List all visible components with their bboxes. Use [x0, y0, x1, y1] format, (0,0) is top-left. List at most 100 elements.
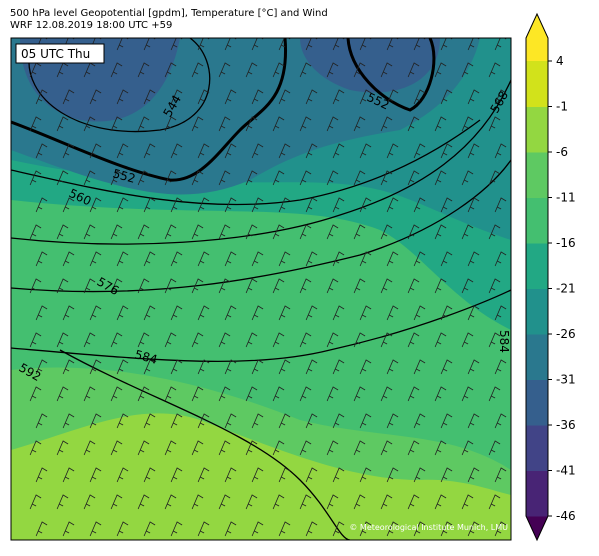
wind-barb	[326, 224, 339, 240]
wind-barb	[116, 413, 129, 429]
wind-barb	[137, 116, 150, 132]
wind-barb	[353, 386, 366, 402]
wind-barb	[110, 116, 123, 132]
wind-barb	[35, 359, 48, 375]
wind-barb	[191, 332, 204, 348]
wind-barb	[224, 251, 237, 267]
wind-barb	[191, 440, 204, 456]
wind-barb	[29, 440, 42, 456]
wind-barb	[353, 116, 366, 132]
wind-barb	[305, 359, 318, 375]
wind-barb	[218, 386, 231, 402]
wind-barb	[197, 467, 210, 483]
wind-barb	[413, 251, 426, 267]
contour-label: 552	[111, 166, 137, 185]
colorbar-tick-label: -36	[556, 418, 576, 432]
wind-barb	[380, 170, 393, 186]
wind-barb	[272, 170, 285, 186]
wind-barb	[440, 521, 453, 537]
title: 500 hPa level Geopotential [gpdm], Tempe…	[10, 8, 328, 19]
wind-barb	[197, 89, 210, 105]
wind-barb	[386, 38, 399, 51]
colorbar-tick-label: -6	[556, 145, 568, 159]
wind-barb	[164, 62, 177, 78]
wind-barb	[353, 170, 366, 186]
wind-barb	[116, 467, 129, 483]
wind-barb	[413, 467, 426, 483]
wind-barb	[278, 143, 291, 159]
wind-barb	[353, 62, 366, 78]
wind-barb	[386, 305, 399, 321]
contour-label: 584	[497, 330, 511, 353]
wind-barb	[305, 251, 318, 267]
wind-barb	[467, 359, 480, 375]
wind-barb	[89, 413, 102, 429]
wind-barb	[224, 467, 237, 483]
wind-barb	[170, 521, 183, 537]
wind-barb	[434, 278, 447, 294]
wind-barb	[359, 251, 372, 267]
wind-barb	[143, 359, 156, 375]
wind-barb	[461, 224, 474, 240]
wind-barb	[224, 143, 237, 159]
colorbar-extend-high	[526, 14, 548, 38]
wind-barb	[116, 359, 129, 375]
wind-barb	[494, 89, 507, 105]
wind-barb	[197, 251, 210, 267]
wind-barb	[35, 467, 48, 483]
wind-barb	[278, 89, 291, 105]
wind-barb	[278, 413, 291, 429]
wind-barb	[299, 386, 312, 402]
time-box	[15, 43, 105, 64]
wind-barb	[191, 170, 204, 186]
wind-barb	[245, 278, 258, 294]
wind-barb	[380, 494, 393, 510]
wind-barb	[353, 224, 366, 240]
wind-barb	[407, 278, 420, 294]
wind-barb	[305, 305, 318, 321]
wind-barb	[137, 278, 150, 294]
colorbar-segment	[526, 379, 548, 426]
colorbar-extend-low	[526, 516, 548, 540]
wind-barb	[89, 197, 102, 213]
colorbar-segment	[526, 288, 548, 335]
wind-barb	[62, 467, 75, 483]
wind-barb	[245, 494, 258, 510]
wind-barb	[164, 386, 177, 402]
wind-barb	[407, 494, 420, 510]
wind-barb	[191, 494, 204, 510]
wind-barb	[359, 143, 372, 159]
wind-barb	[380, 62, 393, 78]
wind-barb	[245, 62, 258, 78]
wind-barb	[326, 440, 339, 456]
wind-barb	[83, 170, 96, 186]
wind-barb	[56, 440, 69, 456]
wind-barb	[413, 89, 426, 105]
colorbar-segment	[526, 38, 548, 61]
wind-barb	[380, 332, 393, 348]
wind-barb	[332, 521, 345, 537]
wind-barb	[35, 413, 48, 429]
wind-barb	[170, 89, 183, 105]
wind-barb	[467, 143, 480, 159]
wind-barb	[353, 278, 366, 294]
colorbar-tick-label: -31	[556, 373, 576, 387]
wind-barb	[488, 278, 501, 294]
wind-barb	[116, 521, 129, 537]
wind-barb	[251, 197, 264, 213]
wind-barb	[197, 143, 210, 159]
wind-barb	[488, 116, 501, 132]
wind-barb	[83, 116, 96, 132]
wind-barb	[224, 521, 237, 537]
wind-barb	[305, 38, 318, 51]
wind-barb	[164, 224, 177, 240]
wind-barb	[305, 467, 318, 483]
wind-barb	[272, 386, 285, 402]
wind-barb	[434, 494, 447, 510]
wind-barb	[251, 305, 264, 321]
wind-barb	[218, 62, 231, 78]
wind-barb	[413, 305, 426, 321]
wind-barb	[413, 359, 426, 375]
wind-barb	[164, 116, 177, 132]
